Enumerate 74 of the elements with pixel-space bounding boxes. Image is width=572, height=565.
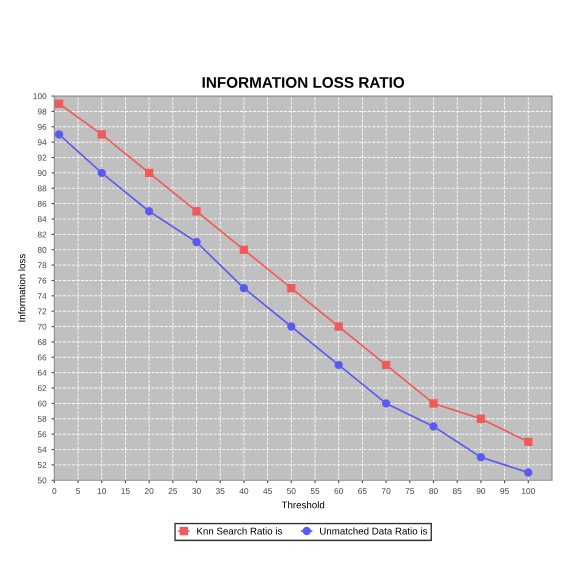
y-tick-label: 86 xyxy=(38,200,46,207)
x-tick-label: 15 xyxy=(121,488,130,494)
chart-title: INFORMATION LOSS RATIO xyxy=(202,77,404,88)
legend-label: Unmatched Data Ratio is xyxy=(320,527,428,535)
point xyxy=(524,438,532,446)
y-tick-label: 68 xyxy=(38,339,46,346)
x-tick-label: 30 xyxy=(192,488,201,494)
y-tick-label: 54 xyxy=(38,446,46,453)
x-tick-label: 65 xyxy=(358,488,367,494)
point xyxy=(240,246,248,254)
y-tick-label: 60 xyxy=(38,400,46,407)
y-tick-label: 90 xyxy=(38,170,46,176)
y-tick-label: 94 xyxy=(38,139,46,146)
x-axis-title: Threshold xyxy=(282,501,324,508)
x-tick-label: 20 xyxy=(144,488,154,494)
y-tick-label: 74 xyxy=(38,293,46,299)
legend-label: Knn Search Ratio is xyxy=(197,527,282,535)
y-tick-label: 76 xyxy=(38,278,46,284)
x-tick-label: 25 xyxy=(168,488,178,494)
point xyxy=(287,284,296,292)
y-tick-label: 64 xyxy=(38,370,46,376)
point xyxy=(192,238,201,246)
point xyxy=(144,207,154,216)
y-tick-label: 98 xyxy=(38,108,46,115)
y-tick-label: 80 xyxy=(38,246,46,253)
x-tick-label: 75 xyxy=(406,488,414,494)
point xyxy=(240,284,248,292)
y-tick-label: 52 xyxy=(38,462,46,468)
x-tick-label: 100 xyxy=(522,488,535,494)
y-tick-label: 50 xyxy=(38,477,46,484)
y-tick-label: 88 xyxy=(38,185,46,192)
y-tick-label: 96 xyxy=(38,124,46,130)
x-tick-label: 35 xyxy=(216,488,225,494)
y-tick-label: 82 xyxy=(38,232,46,238)
point xyxy=(98,130,106,139)
point xyxy=(429,399,438,408)
y-tick-label: 92 xyxy=(38,154,46,161)
point xyxy=(54,100,64,108)
x-tick-label: 0 xyxy=(52,488,56,494)
x-tick-label: 5 xyxy=(76,488,80,494)
y-tick-label: 78 xyxy=(38,262,46,268)
y-tick-label: 62 xyxy=(38,385,46,392)
point xyxy=(287,322,296,331)
y-axis-title: Information loss xyxy=(18,254,26,322)
point xyxy=(98,168,106,178)
y-tick-label: 84 xyxy=(38,216,46,222)
x-tick-label: 70 xyxy=(382,488,390,494)
x-tick-label: 10 xyxy=(98,488,106,494)
y-tick-label: 100 xyxy=(33,93,46,100)
point xyxy=(192,207,201,216)
x-tick-label: 45 xyxy=(263,488,272,494)
point xyxy=(54,130,64,139)
point xyxy=(382,399,390,408)
x-tick-label: 95 xyxy=(500,488,509,494)
point xyxy=(476,453,486,462)
y-tick-label: 58 xyxy=(38,416,46,422)
x-tick-label: 60 xyxy=(334,488,344,494)
point xyxy=(524,468,532,477)
point xyxy=(144,168,154,178)
point xyxy=(334,360,343,370)
x-tick-label: 40 xyxy=(239,488,248,494)
point xyxy=(476,414,486,423)
point xyxy=(382,360,390,370)
x-tick-label: 55 xyxy=(310,488,320,494)
y-tick-label: 56 xyxy=(38,431,46,438)
y-tick-label: 70 xyxy=(38,324,46,330)
x-tick-label: 80 xyxy=(429,488,438,494)
y-tick-label: 72 xyxy=(38,308,46,314)
point xyxy=(429,422,438,431)
point xyxy=(334,322,343,331)
x-tick-label: 85 xyxy=(452,488,462,494)
y-tick-label: 66 xyxy=(38,354,46,360)
x-tick-label: 50 xyxy=(287,488,296,494)
x-tick-label: 90 xyxy=(476,488,486,494)
